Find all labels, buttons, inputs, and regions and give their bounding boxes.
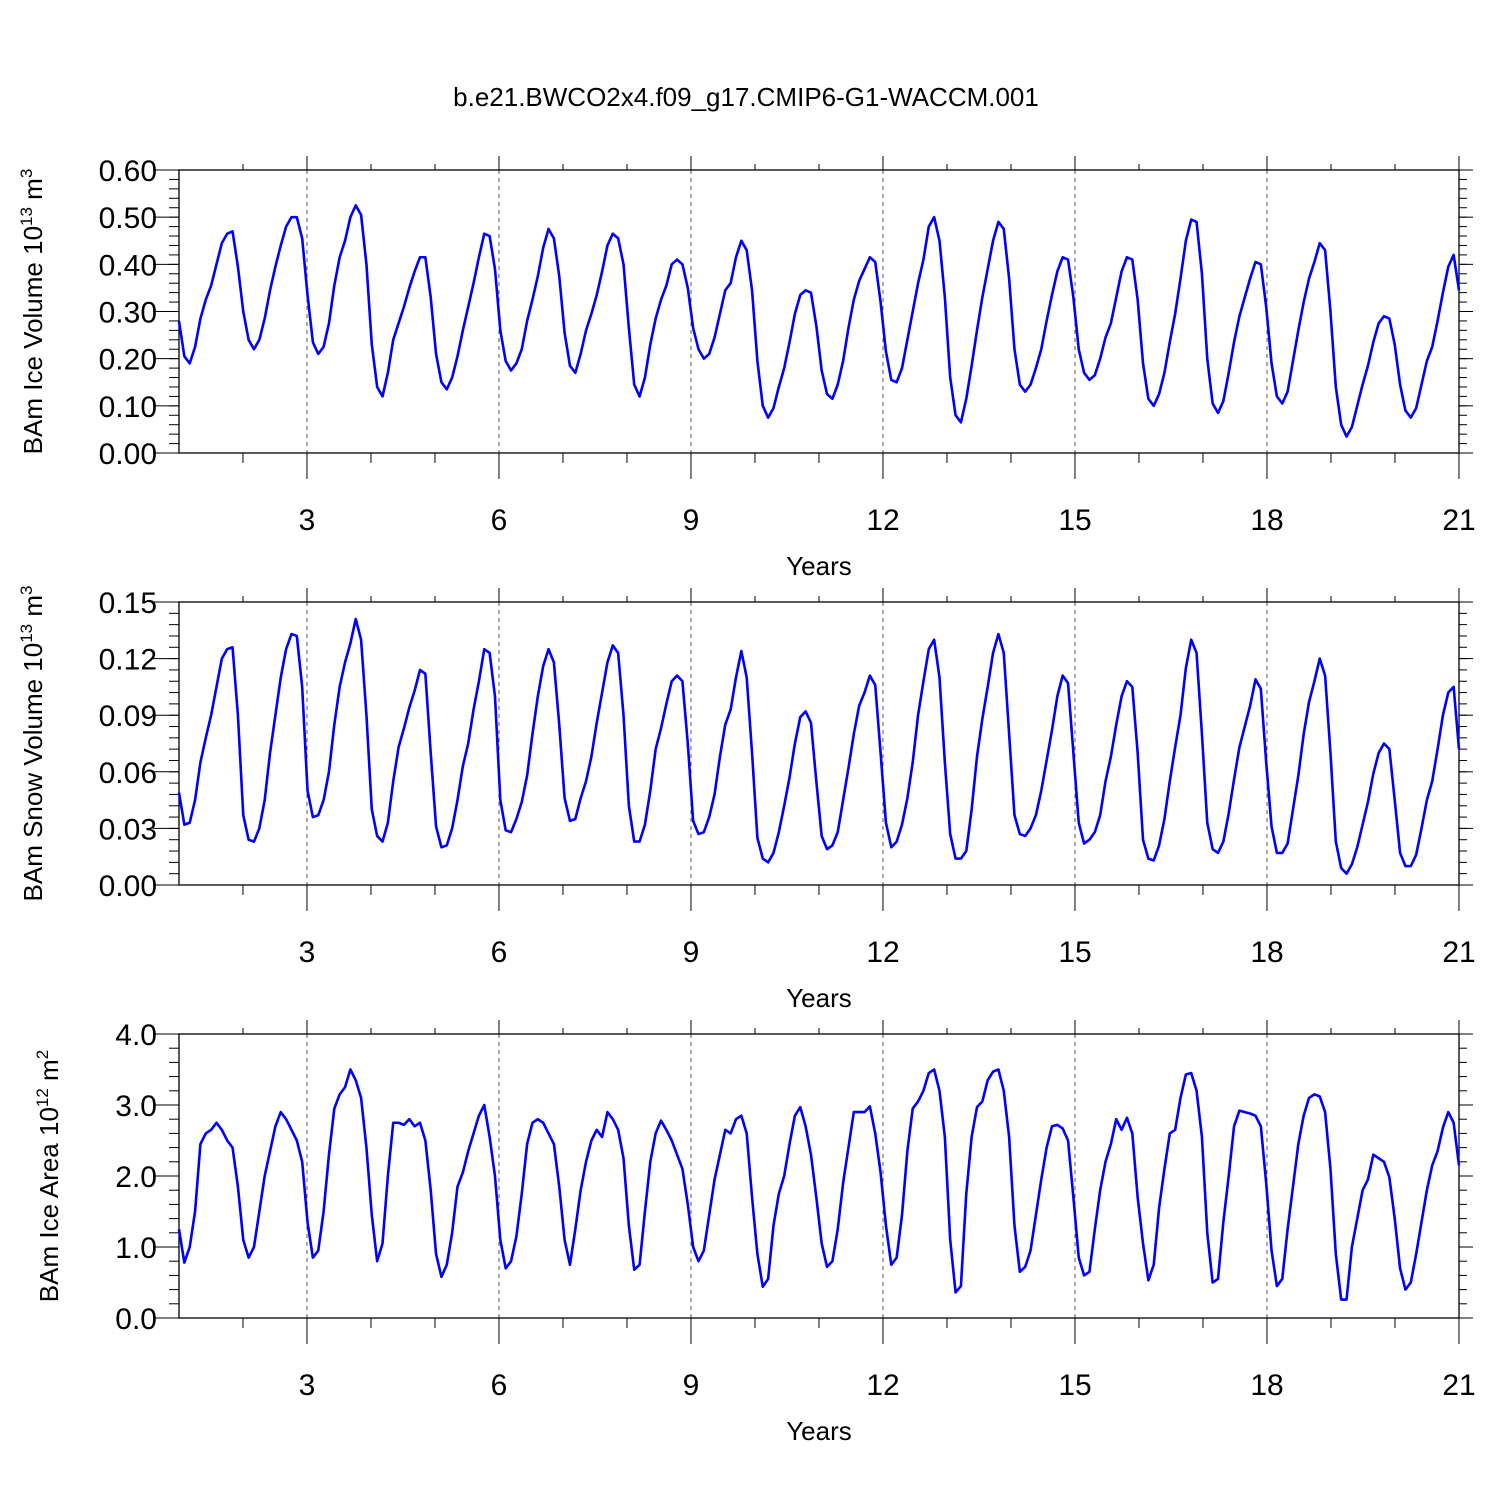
x-tick-label: 18 xyxy=(1250,936,1283,969)
x-axis-title: Years xyxy=(786,551,852,581)
y-axis-title: BAm Ice Volume 1013 m3 xyxy=(17,169,48,455)
y-tick-label: 0.00 xyxy=(99,438,157,471)
y-axis-title-unit-power: 2 xyxy=(33,1050,52,1059)
series-line-1 xyxy=(177,1068,1461,1301)
series-line-1 xyxy=(177,617,1461,875)
chart-panel-1: 0.00 0.10 0.20 0.30 0.40 0.50 0.60 3 6 9 12 15 18 21 Y… xyxy=(17,155,1476,581)
y-tick-label: 0.0 xyxy=(115,1303,157,1336)
chart-panel-2: 0.00 0.03 0.06 0.09 0.12 0.15 3 6 9 12 15 18 21 Years… xyxy=(17,586,1476,1013)
x-axis-title: Years xyxy=(786,1416,852,1446)
y-tick-label: 0.30 xyxy=(99,297,157,330)
x-axis-title: Years xyxy=(786,983,852,1013)
figure-title: b.e21.BWCO2x4.f09_g17.CMIP6-G1-WACCM.001 xyxy=(453,82,1039,112)
y-tick-label: 0.15 xyxy=(99,587,157,620)
y-tick-label: 0.20 xyxy=(99,344,157,377)
x-tick-label: 15 xyxy=(1058,1369,1091,1402)
y-axis-title-unit: m xyxy=(34,1059,64,1088)
y-tick-label: 1.0 xyxy=(115,1232,157,1265)
panels: 0.00 0.10 0.20 0.30 0.40 0.50 0.60 3 6 9 12 15 18 21 Y… xyxy=(17,155,1476,1446)
y-axis-title-unit: m xyxy=(18,595,48,624)
x-tick-label: 12 xyxy=(866,504,899,537)
y-tick-label: 0.06 xyxy=(99,757,157,790)
x-tick-label: 12 xyxy=(866,936,899,969)
series-line-1 xyxy=(177,204,1461,438)
x-tick-label: 15 xyxy=(1058,936,1091,969)
y-axis-title-unit: m xyxy=(18,178,48,207)
x-tick-label: 12 xyxy=(866,1369,899,1402)
y-tick-label: 0.60 xyxy=(99,155,157,188)
x-tick-label: 3 xyxy=(299,936,316,969)
y-axis-title-main: BAm Snow Volume 10 xyxy=(18,643,48,902)
y-axis-title-exponent: 13 xyxy=(17,207,36,226)
y-tick-label: 4.0 xyxy=(115,1019,157,1052)
y-tick-label: 3.0 xyxy=(115,1090,157,1123)
x-tick-label: 6 xyxy=(491,936,508,969)
y-axis-title-exponent: 13 xyxy=(17,624,36,643)
y-tick-label: 0.09 xyxy=(99,700,157,733)
x-tick-label: 9 xyxy=(683,1369,700,1402)
x-tick-label: 18 xyxy=(1250,504,1283,537)
x-tick-label: 15 xyxy=(1058,504,1091,537)
y-axis-title: BAm Snow Volume 1013 m3 xyxy=(17,586,48,902)
y-tick-label: 0.00 xyxy=(99,870,157,903)
x-tick-label: 6 xyxy=(491,1369,508,1402)
y-tick-label: 0.40 xyxy=(99,249,157,282)
x-tick-label: 21 xyxy=(1442,1369,1475,1402)
x-tick-label: 21 xyxy=(1442,936,1475,969)
x-tick-label: 3 xyxy=(299,504,316,537)
y-axis-title-main: BAm Ice Volume 10 xyxy=(18,226,48,454)
y-axis-title-unit-power: 3 xyxy=(17,169,36,178)
y-axis-title-exponent: 12 xyxy=(33,1088,52,1107)
chart-panel-3: 0.0 1.0 2.0 3.0 4.0 3 6 9 12 15 18 21 Years BAm Ice A… xyxy=(33,1019,1476,1446)
y-tick-label: 2.0 xyxy=(115,1161,157,1194)
y-tick-label: 0.50 xyxy=(99,202,157,235)
x-tick-label: 21 xyxy=(1442,504,1475,537)
x-tick-label: 9 xyxy=(683,504,700,537)
y-axis-title-unit-power: 3 xyxy=(17,586,36,595)
y-tick-label: 0.10 xyxy=(99,391,157,424)
x-tick-label: 3 xyxy=(299,1369,316,1402)
y-tick-label: 0.12 xyxy=(99,644,157,677)
y-axis-title: BAm Ice Area 1012 m2 xyxy=(33,1050,64,1302)
x-tick-label: 18 xyxy=(1250,1369,1283,1402)
y-tick-label: 0.03 xyxy=(99,813,157,846)
x-tick-label: 6 xyxy=(491,504,508,537)
y-axis-title-main: BAm Ice Area 10 xyxy=(34,1107,64,1302)
x-tick-label: 9 xyxy=(683,936,700,969)
